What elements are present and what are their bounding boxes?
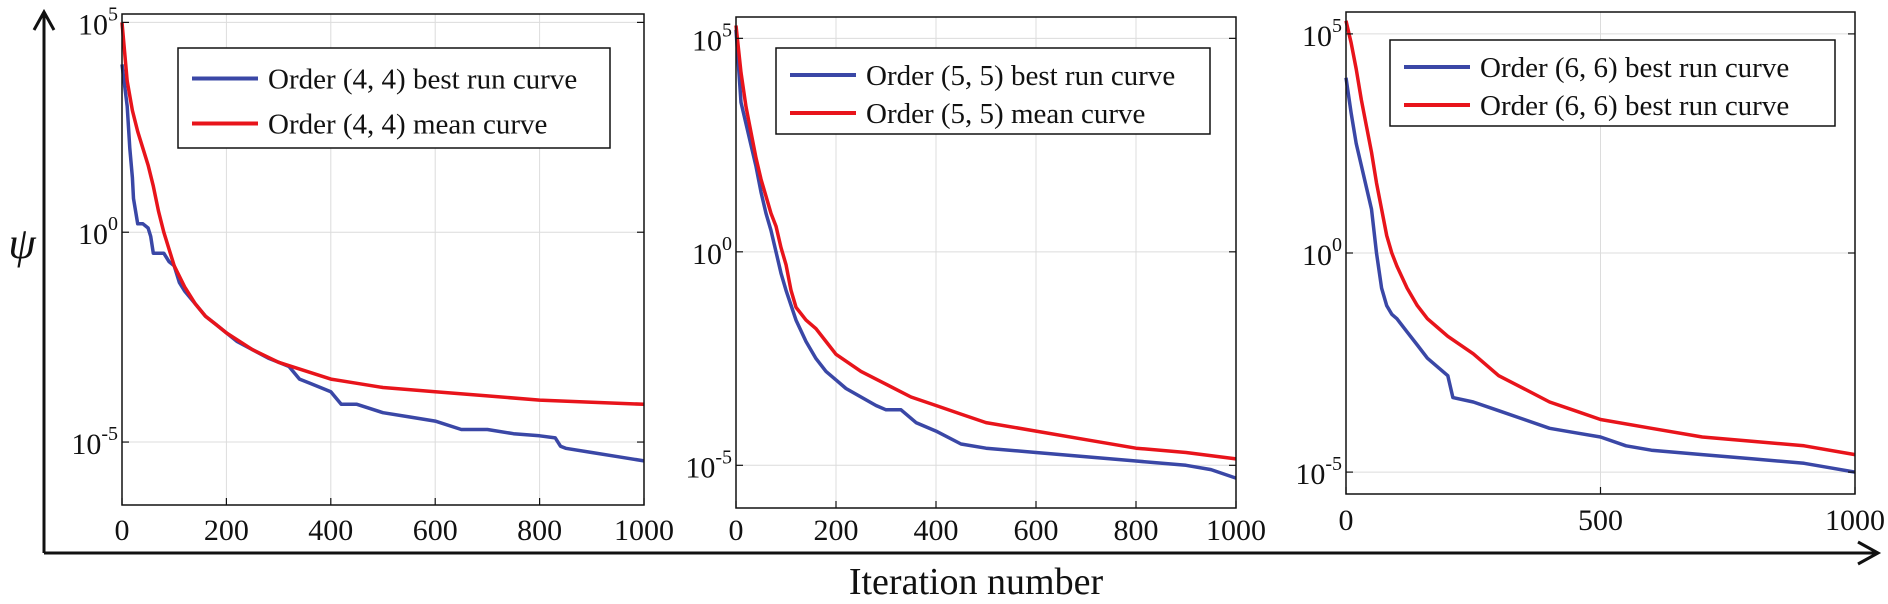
x-tick-label: 600 bbox=[413, 514, 458, 547]
y-tick-label: 100 bbox=[692, 233, 732, 271]
legend-box bbox=[177, 47, 611, 149]
legend-label: Order (5, 5) best run curve bbox=[866, 60, 1175, 92]
x-tick-label: 800 bbox=[517, 514, 562, 547]
x-tick-label: 200 bbox=[204, 514, 249, 547]
panel-order-4-4: 0 200 400 600 800 1000 105 100 10-5 Order (4, 4) … bbox=[71, 3, 674, 547]
figure-y-axis-arrowhead bbox=[32, 8, 56, 31]
plot-frame bbox=[735, 16, 1237, 509]
x-tick-label: 0 bbox=[729, 514, 744, 547]
y-tick-label: 105 bbox=[78, 3, 118, 41]
y-tick-label: 100 bbox=[1302, 234, 1342, 272]
y-tick-label: 100 bbox=[78, 213, 118, 251]
legend-label: Order (6, 6) best run curve bbox=[1480, 52, 1789, 84]
x-tick-label: 400 bbox=[914, 514, 959, 547]
legend-label: Order (4, 4) mean curve bbox=[268, 109, 547, 141]
x-tick-label: 600 bbox=[1014, 514, 1059, 547]
legend-box bbox=[1389, 39, 1836, 127]
panel-order-6-6: 0 500 1000 105 100 10-5 Order (6, 6) best run … bbox=[1295, 11, 1885, 537]
y-tick-label: 10-5 bbox=[1295, 453, 1342, 491]
legend-label: Order (5, 5) mean curve bbox=[866, 98, 1145, 130]
legend-label: Order (6, 6) best run curve bbox=[1480, 90, 1789, 122]
x-tick-label: 1000 bbox=[1825, 504, 1885, 537]
x-tick-label: 800 bbox=[1114, 514, 1159, 547]
plot-frame bbox=[121, 13, 645, 506]
y-tick-label: 105 bbox=[1302, 15, 1342, 53]
figure-axes bbox=[32, 8, 1882, 566]
x-tick-label: 1000 bbox=[1206, 514, 1266, 547]
figure-y-label: ψ bbox=[8, 219, 36, 268]
series-line-mean bbox=[734, 25, 1237, 461]
series-line-mean bbox=[1344, 20, 1856, 457]
y-tick-label: 10-5 bbox=[685, 446, 732, 484]
figure-x-label: Iteration number bbox=[849, 561, 1104, 603]
series-line-best bbox=[734, 29, 1237, 480]
x-tick-label: 400 bbox=[308, 514, 353, 547]
panel-order-5-5: 0 200 400 600 800 1000 105 100 10-5 Order (5, 5) … bbox=[685, 16, 1266, 547]
y-tick-label: 10-5 bbox=[71, 423, 118, 461]
x-tick-label: 1000 bbox=[614, 514, 674, 547]
legend-box bbox=[775, 47, 1211, 135]
x-tick-label: 0 bbox=[1339, 504, 1354, 537]
x-tick-label: 500 bbox=[1578, 504, 1623, 537]
legend-label: Order (4, 4) best run curve bbox=[268, 64, 577, 96]
figure-x-axis-arrowhead bbox=[1857, 540, 1882, 566]
x-tick-label: 0 bbox=[115, 514, 130, 547]
x-tick-label: 200 bbox=[814, 514, 859, 547]
y-tick-label: 105 bbox=[692, 19, 732, 57]
series-line-best bbox=[1344, 77, 1856, 474]
series-line-mean bbox=[120, 22, 645, 407]
